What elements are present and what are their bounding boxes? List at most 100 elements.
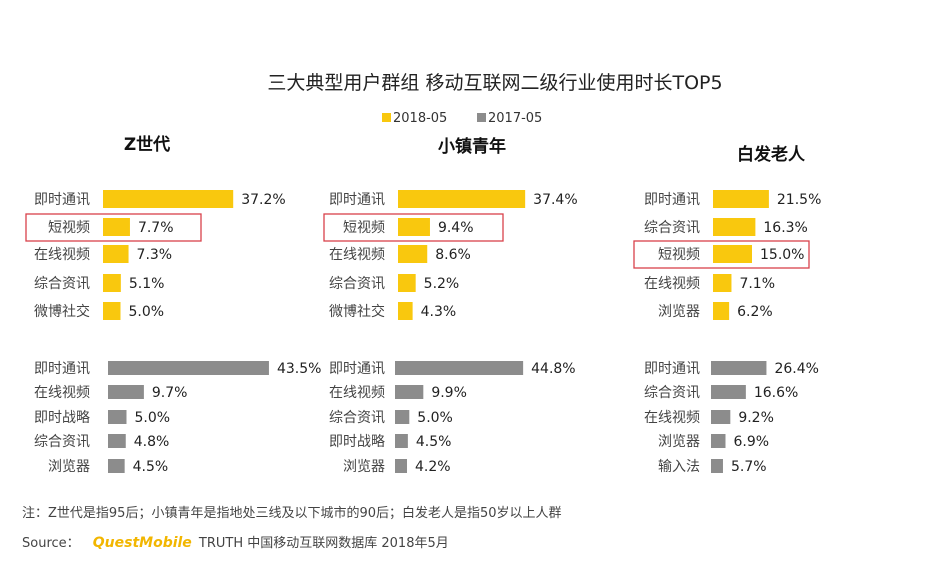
source-line: Source： QuestMobile TRUTH 中国移动互联网数据库 201… xyxy=(22,532,449,551)
value-label-2018: 9.4% xyxy=(438,220,474,236)
value-label-2017: 5.0% xyxy=(135,410,171,426)
category-label-2017: 即时通讯 xyxy=(34,361,90,377)
bar-2018 xyxy=(398,245,428,263)
value-label-2018: 4.3% xyxy=(421,304,457,320)
category-label-2017: 在线视频 xyxy=(644,410,700,426)
bar-2017 xyxy=(711,434,726,448)
legend: 2018-05 2017-05 xyxy=(382,111,542,126)
bar-2018 xyxy=(713,274,732,292)
value-label-2018: 5.1% xyxy=(129,276,165,292)
value-label-2017: 43.5% xyxy=(277,361,321,377)
group-title: Z世代 xyxy=(124,134,170,155)
category-label-2017: 在线视频 xyxy=(329,385,385,401)
bar-2018 xyxy=(713,302,730,320)
bar-2018 xyxy=(398,302,413,320)
category-label-2018: 短视频 xyxy=(658,247,700,263)
value-label-2018: 37.2% xyxy=(241,192,285,208)
category-label-2017: 综合资讯 xyxy=(34,434,90,450)
category-label-2018: 综合资讯 xyxy=(34,276,90,292)
category-label-2017: 浏览器 xyxy=(658,434,700,450)
bar-2018 xyxy=(713,190,769,208)
bar-2017 xyxy=(395,410,410,424)
highlight-box xyxy=(323,213,504,242)
value-label-2017: 9.9% xyxy=(431,385,467,401)
bar-2018 xyxy=(398,218,430,236)
value-label-2018: 6.2% xyxy=(737,304,773,320)
bar-2017 xyxy=(395,361,524,375)
bar-2018 xyxy=(713,218,756,236)
category-label-2018: 即时通讯 xyxy=(644,192,700,208)
source-detail: TRUTH 中国移动互联网数据库 2018年5月 xyxy=(198,535,449,551)
bar-2017 xyxy=(711,410,731,424)
value-label-2018: 16.3% xyxy=(763,220,807,236)
category-label-2017: 浏览器 xyxy=(343,459,385,475)
value-label-2017: 26.4% xyxy=(774,361,818,377)
value-label-2017: 4.5% xyxy=(416,434,452,450)
bar-2017 xyxy=(395,434,408,448)
bar-2018 xyxy=(398,274,416,292)
bar-2017 xyxy=(711,459,723,473)
bar-2018 xyxy=(103,190,234,208)
value-label-2018: 7.3% xyxy=(137,247,173,263)
bar-2018 xyxy=(398,190,526,208)
group-title: 白发老人 xyxy=(737,144,806,165)
category-label-2018: 短视频 xyxy=(343,220,385,236)
value-label-2018: 8.6% xyxy=(435,247,471,263)
value-label-2017: 4.8% xyxy=(134,434,170,450)
category-label-2018: 即时通讯 xyxy=(34,192,90,208)
bar-2017 xyxy=(395,459,408,473)
category-label-2017: 浏览器 xyxy=(48,459,90,475)
value-label-2017: 5.0% xyxy=(417,410,453,426)
category-label-2017: 综合资讯 xyxy=(329,410,385,426)
bar-2017 xyxy=(711,385,746,399)
legend-swatch-2017 xyxy=(477,113,486,122)
group-title: 小镇青年 xyxy=(438,136,506,157)
source-brand: QuestMobile xyxy=(93,535,192,551)
bar-2017 xyxy=(108,385,144,399)
category-label-2018: 综合资讯 xyxy=(329,276,385,292)
category-label-2018: 即时通讯 xyxy=(329,192,385,208)
legend-label-2018: 2018-05 xyxy=(393,111,447,126)
category-label-2017: 输入法 xyxy=(658,459,700,475)
footnote: 注：Z世代是指95后；小镇青年是指地处三线及以下城市的90后；白发老人是指50岁… xyxy=(22,505,562,521)
category-label-2017: 在线视频 xyxy=(34,385,90,401)
category-label-2018: 浏览器 xyxy=(658,304,700,320)
category-label-2018: 微博社交 xyxy=(34,303,90,320)
category-label-2018: 综合资讯 xyxy=(644,220,700,236)
value-label-2018: 7.7% xyxy=(138,220,174,236)
bar-2017 xyxy=(108,459,125,473)
value-label-2018: 5.2% xyxy=(424,276,460,292)
value-label-2018: 7.1% xyxy=(739,276,775,292)
bar-2017 xyxy=(395,385,424,399)
value-label-2017: 6.9% xyxy=(733,434,769,450)
bar-2018 xyxy=(103,218,130,236)
value-label-2017: 4.2% xyxy=(415,459,451,475)
value-label-2018: 37.4% xyxy=(533,192,577,208)
bar-2017 xyxy=(711,361,767,375)
bar-2018 xyxy=(103,274,121,292)
bar-2018 xyxy=(103,302,121,320)
category-label-2017: 综合资讯 xyxy=(644,385,700,401)
category-label-2017: 即时战略 xyxy=(34,410,90,426)
category-label-2018: 短视频 xyxy=(48,220,90,236)
category-label-2017: 即时战略 xyxy=(329,434,385,450)
chart-title: 三大典型用户群组 移动互联网二级行业使用时长TOP5 xyxy=(267,72,722,94)
value-label-2017: 9.7% xyxy=(152,385,188,401)
highlight-box xyxy=(633,240,810,269)
legend-label-2017: 2017-05 xyxy=(488,111,542,126)
bar-2018 xyxy=(713,245,752,263)
category-label-2017: 即时通讯 xyxy=(329,361,385,377)
bar-2017 xyxy=(108,410,127,424)
value-label-2017: 16.6% xyxy=(754,385,798,401)
value-label-2017: 5.7% xyxy=(731,459,767,475)
category-label-2017: 即时通讯 xyxy=(644,361,700,377)
value-label-2018: 5.0% xyxy=(129,304,165,320)
category-label-2018: 在线视频 xyxy=(329,247,385,263)
category-label-2018: 微博社交 xyxy=(329,303,385,320)
value-label-2018: 21.5% xyxy=(777,192,821,208)
